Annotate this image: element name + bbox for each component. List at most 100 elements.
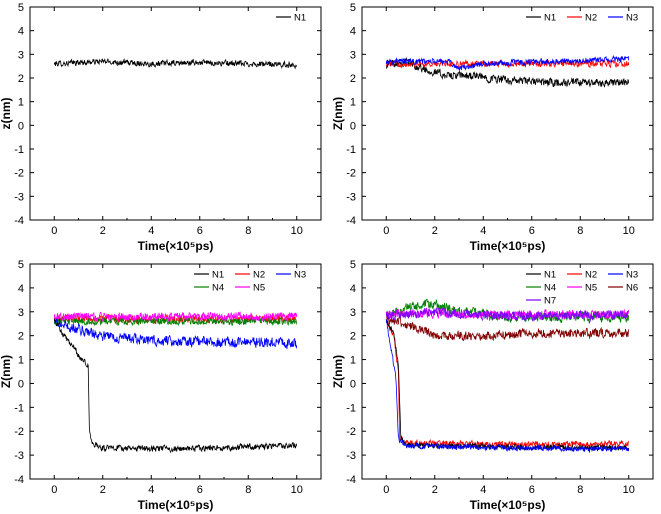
series-line-n3	[54, 316, 298, 349]
x-tick-label: 6	[529, 484, 535, 496]
x-tick-label: 6	[529, 225, 535, 237]
y-tick-label: 4	[18, 26, 24, 38]
y-tick-label: -2	[346, 426, 356, 438]
legend-label-n1: N1	[544, 270, 556, 281]
y-tick-label: -4	[346, 215, 356, 227]
y-tick-label: 1	[350, 355, 356, 367]
x-tick-label: 2	[100, 484, 106, 496]
y-tick-label: -4	[14, 474, 24, 486]
y-tick-label: 3	[350, 49, 356, 61]
x-tick-label: 2	[100, 225, 106, 237]
series-line-n2	[386, 319, 630, 448]
y-tick-label: -1	[346, 402, 356, 414]
y-tick-label: -1	[14, 144, 24, 156]
x-tick-label: 8	[245, 225, 251, 237]
legend-label-n6: N6	[626, 283, 638, 294]
x-tick-label: 4	[148, 225, 154, 237]
y-tick-label: 0	[18, 120, 24, 132]
chart-panel-top-left: 0 2 4 6 8 10 -4 -3 -2 -1 0 1 2 3 4 5 Time(×10⁵ps) z(nm) N1	[0, 2, 322, 253]
y-tick-label: -3	[14, 450, 24, 462]
x-tick-label: 0	[383, 484, 389, 496]
legend: N1 N2 N3 N4 N5	[194, 270, 306, 294]
series-line-n3	[385, 319, 630, 454]
series-line-n2	[385, 58, 630, 69]
y-tick-label: 3	[18, 49, 24, 61]
y-tick-label: 5	[350, 259, 356, 271]
y-tick-label: -1	[14, 402, 24, 414]
plot-frame	[361, 6, 654, 221]
legend-label-n3: N3	[294, 270, 306, 281]
y-tick-label: 4	[350, 283, 356, 295]
legend-label-n5: N5	[585, 283, 597, 294]
y-tick-label: 1	[18, 97, 24, 109]
chart-panel-bottom-right: 0 2 4 6 8 10 -4 -3 -2 -1 0 1 2 3 4 5 Time(×10⁵ps) Z(nm) N1…	[331, 259, 654, 512]
x-tick-label: 2	[432, 484, 438, 496]
x-axis-title: Time(×10⁵ps)	[470, 498, 546, 512]
y-tick-label: 1	[350, 97, 356, 109]
y-axis-title: z(nm)	[0, 98, 13, 130]
x-tick-label: 4	[480, 484, 486, 496]
x-tick-label: 10	[623, 225, 635, 237]
y-tick-label: -2	[14, 168, 24, 180]
series-line-n1	[385, 319, 630, 452]
series-line-n7	[385, 307, 629, 323]
legend: N1 N2 N3	[526, 13, 638, 24]
x-tick-label: 6	[197, 225, 203, 237]
y-tick-label: 2	[18, 73, 24, 85]
x-tick-label: 0	[51, 225, 57, 237]
series-line-n3	[385, 54, 630, 71]
x-axis-title: Time(×10⁵ps)	[138, 498, 214, 512]
legend: N1	[276, 13, 306, 24]
y-tick-label: 5	[350, 2, 356, 14]
x-axis-title: Time(×10⁵ps)	[470, 239, 546, 253]
y-tick-label: 3	[18, 307, 24, 319]
y-tick-label: -1	[346, 144, 356, 156]
y-tick-label: 0	[350, 120, 356, 132]
y-tick-label: 2	[350, 331, 356, 343]
legend-label-n3: N3	[626, 13, 638, 24]
series-line-n5	[53, 311, 298, 323]
y-tick-label: 3	[350, 307, 356, 319]
x-tick-label: 4	[148, 484, 154, 496]
plot-frame	[29, 6, 322, 221]
series-line-n1	[53, 319, 298, 454]
series-line-n4	[385, 298, 630, 324]
y-tick-label: 2	[350, 73, 356, 85]
y-tick-label: 4	[350, 26, 356, 38]
y-tick-label: -2	[346, 168, 356, 180]
legend: N1 N2 N3 N4 N5 N6 N7	[526, 270, 638, 307]
y-axis-title: Z(nm)	[331, 97, 345, 130]
y-tick-label: -3	[346, 191, 356, 203]
x-tick-label: 2	[432, 225, 438, 237]
y-tick-label: -3	[14, 191, 24, 203]
legend-label-n1: N1	[544, 13, 556, 24]
x-tick-label: 6	[197, 484, 203, 496]
legend-label-n2: N2	[253, 270, 265, 281]
y-tick-label: -3	[346, 450, 356, 462]
y-tick-label: 4	[18, 283, 24, 295]
chart-panel-bottom-left: 0 2 4 6 8 10 -4 -3 -2 -1 0 1 2 3 4 5 Time(×10⁵ps) Z(nm) N1…	[0, 259, 322, 512]
y-tick-label: 2	[18, 331, 24, 343]
series-line-n6	[385, 314, 630, 341]
y-tick-label: -4	[346, 474, 356, 486]
legend-label-n4: N4	[544, 283, 556, 294]
x-tick-label: 0	[383, 225, 389, 237]
y-tick-label: 5	[18, 259, 24, 271]
series-line-n1	[53, 58, 298, 70]
legend-label-n2: N2	[585, 270, 597, 281]
y-tick-label: 5	[18, 2, 24, 14]
x-tick-label: 8	[577, 225, 583, 237]
y-axis-title: Z(nm)	[331, 355, 345, 388]
x-axis-title: Time(×10⁵ps)	[138, 239, 214, 253]
legend-label-n1: N1	[212, 270, 224, 281]
y-tick-label: -2	[14, 426, 24, 438]
legend-label-n4: N4	[212, 283, 224, 294]
legend-label-n7: N7	[544, 296, 556, 307]
x-tick-label: 8	[577, 484, 583, 496]
legend-label-n2: N2	[585, 13, 597, 24]
x-tick-label: 10	[623, 484, 635, 496]
x-tick-label: 10	[291, 484, 303, 496]
y-tick-label: 0	[350, 378, 356, 390]
series-line-n1	[385, 56, 630, 88]
